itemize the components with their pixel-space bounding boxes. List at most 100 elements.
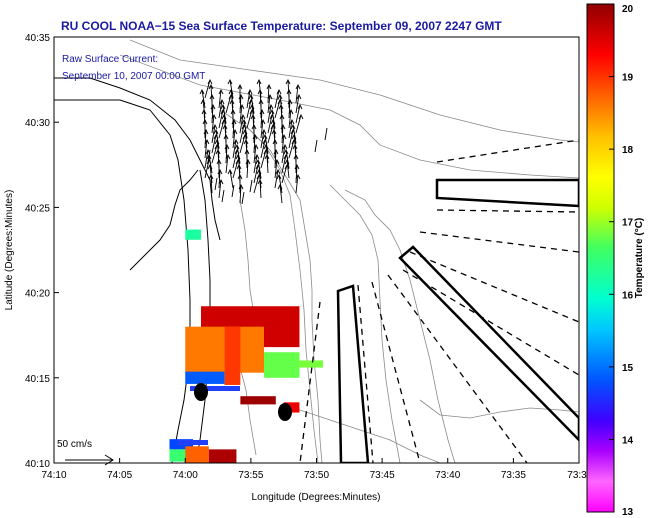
current-vector <box>279 184 283 204</box>
current-vector <box>225 154 229 174</box>
current-vector <box>207 149 211 163</box>
current-vector <box>267 124 274 144</box>
current-vector <box>211 134 217 154</box>
current-vector-head <box>227 78 233 85</box>
current-vector <box>288 99 291 119</box>
current-vector <box>266 154 269 174</box>
colorbar-tick-label: 20 <box>622 4 634 15</box>
current-vector-head <box>257 88 263 95</box>
current-vector-head <box>260 118 266 125</box>
current-vector-head <box>255 158 261 165</box>
current-vectors <box>199 78 328 205</box>
current-vector-head <box>218 178 224 185</box>
current-vector-head <box>235 153 241 160</box>
current-vector-head <box>289 118 295 125</box>
current-vector-head <box>285 78 291 85</box>
current-vector-head <box>242 133 248 140</box>
current-vector-head <box>296 93 302 100</box>
current-vector-head <box>223 133 229 140</box>
colorbar-tick-label: 14 <box>622 435 634 446</box>
current-vector <box>215 129 220 149</box>
current-vector-head <box>280 123 286 130</box>
current-vector <box>246 109 253 129</box>
current-vector-head <box>217 168 223 175</box>
x-tick-label: 73:40 <box>435 470 460 481</box>
current-vector <box>239 124 245 144</box>
annotation-line-1: Raw Surface Current: <box>62 54 158 65</box>
current-vector-head <box>225 153 231 160</box>
current-vector-head <box>297 103 303 110</box>
current-vector <box>239 114 244 134</box>
temperature-patch <box>185 229 201 240</box>
inner-shoreline <box>129 169 199 271</box>
x-tick-label: 73:45 <box>370 470 395 481</box>
current-vector <box>288 119 293 139</box>
current-vector <box>260 119 264 139</box>
current-vector <box>253 174 260 194</box>
current-vector-head <box>253 143 259 150</box>
colorbar-tick-label: 17 <box>622 218 634 229</box>
current-vector-head <box>250 113 256 120</box>
current-vector-head <box>222 123 228 130</box>
current-vector <box>201 89 206 109</box>
current-vector <box>292 124 297 144</box>
current-vector-head <box>262 133 268 140</box>
current-vector-head <box>203 128 209 135</box>
current-vector-head <box>238 183 244 190</box>
current-vector <box>267 104 272 124</box>
bay-outline <box>54 77 221 241</box>
y-axis-label: Latitude (Degrees:Minutes) <box>4 190 15 311</box>
current-vector-head <box>269 108 275 115</box>
current-vector-head <box>204 138 210 145</box>
x-tick-label: 74:00 <box>173 470 198 481</box>
current-vector-head <box>263 143 269 150</box>
current-vector <box>250 94 255 114</box>
current-vector <box>246 99 252 119</box>
current-vector-head <box>256 168 262 175</box>
current-vector-head <box>239 103 245 110</box>
y-tick-label: 40:20 <box>25 289 50 300</box>
current-vector-head <box>210 103 216 110</box>
current-vector-head <box>294 163 300 170</box>
current-vector <box>225 94 232 114</box>
current-vector-head <box>228 88 234 95</box>
temperature-patch <box>185 446 209 463</box>
current-vector-head <box>270 123 276 130</box>
current-vector <box>231 184 235 198</box>
current-vector <box>218 119 225 139</box>
current-vector-head <box>215 148 221 155</box>
y-tick-label: 40:10 <box>25 459 50 470</box>
chart-title: RU COOL NOAA−15 Sea Surface Temperature:… <box>61 19 502 33</box>
x-tick-label: 73:35 <box>501 470 526 481</box>
current-vector <box>232 129 236 149</box>
current-vector <box>267 84 270 104</box>
current-vector-head <box>293 153 299 160</box>
current-vector-head <box>233 138 239 145</box>
y-axis: 40:10 40:15 40:20 40:25 40:30 40:35 <box>25 33 59 470</box>
current-vector-head <box>208 83 214 90</box>
current-vector-head <box>202 118 208 125</box>
current-vector <box>271 109 276 129</box>
y-tick-label: 40:30 <box>25 118 50 129</box>
colorbar-tick-label: 15 <box>622 363 634 374</box>
temperature-patches <box>169 229 324 463</box>
current-vector <box>211 124 216 144</box>
current-vector-head <box>266 83 272 90</box>
current-vector-head <box>256 78 262 85</box>
y-tick-label: 40:25 <box>25 203 50 214</box>
current-vector <box>253 134 256 154</box>
current-vector-head <box>241 118 247 125</box>
current-vector-head <box>212 123 218 130</box>
current-vector-head <box>240 113 246 120</box>
current-vector <box>249 179 253 193</box>
colorbar-tick-label: 16 <box>622 290 634 301</box>
current-vector <box>218 89 222 109</box>
current-vector-head <box>257 178 263 185</box>
current-vector-head <box>238 93 244 100</box>
current-vector-head <box>244 148 250 155</box>
current-vector-head <box>209 93 215 100</box>
current-vector-head <box>236 163 242 170</box>
current-vector-head <box>242 128 248 135</box>
current-vector <box>211 144 218 164</box>
